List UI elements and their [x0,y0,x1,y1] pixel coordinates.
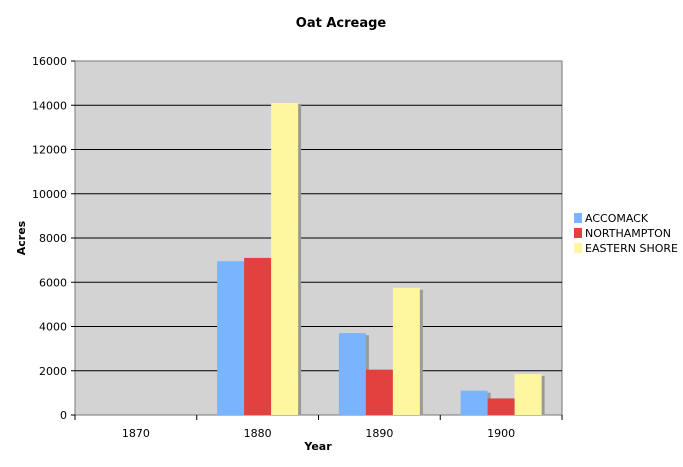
bar-eastern-shore-1880 [271,103,299,415]
bar-northampton-1880 [244,257,272,415]
legend-swatch [574,243,582,253]
bar-eastern-shore-1890 [392,287,420,415]
bar-accomack-1890 [338,333,366,415]
y-tick-label: 8000 [39,232,67,245]
legend-label: EASTERN SHORE [585,242,678,255]
y-tick-label: 16000 [32,55,67,68]
chart-title: Oat Acreage [296,16,387,31]
bar-eastern-shore-1900 [514,374,542,415]
legend-swatch [574,228,582,238]
x-tick-label: 1900 [487,427,515,440]
bar-northampton-1890 [365,369,393,415]
y-tick-label: 2000 [39,365,67,378]
y-tick-label: 4000 [39,321,67,334]
x-tick-label: 1890 [365,427,393,440]
bar-accomack-1900 [460,390,488,415]
legend-swatch [574,213,582,223]
bar-accomack-1880 [217,261,245,415]
x-tick-label: 1870 [122,427,150,440]
legend-label: NORTHAMPTON [585,227,671,240]
gridlines [75,104,562,372]
x-axis-ticks: 1870 1880 1890 1900 [74,415,563,440]
x-tick-label: 1880 [244,427,272,440]
y-tick-label: 6000 [39,276,67,289]
y-tick-label: 12000 [32,144,67,157]
y-tick-label: 10000 [32,188,67,201]
y-axis-label: Acres [15,220,28,255]
bars [217,103,545,415]
legend: ACCOMACK NORTHAMPTON EASTERN SHORE [574,212,678,255]
y-tick-label: 14000 [32,99,67,112]
bar-northampton-1900 [487,398,515,415]
y-axis-ticks: 0 2000 4000 6000 8000 10000 12000 14000 16000 [32,55,75,422]
y-tick-label: 0 [60,409,67,422]
legend-label: ACCOMACK [585,212,649,225]
x-axis-label: Year [303,440,332,453]
